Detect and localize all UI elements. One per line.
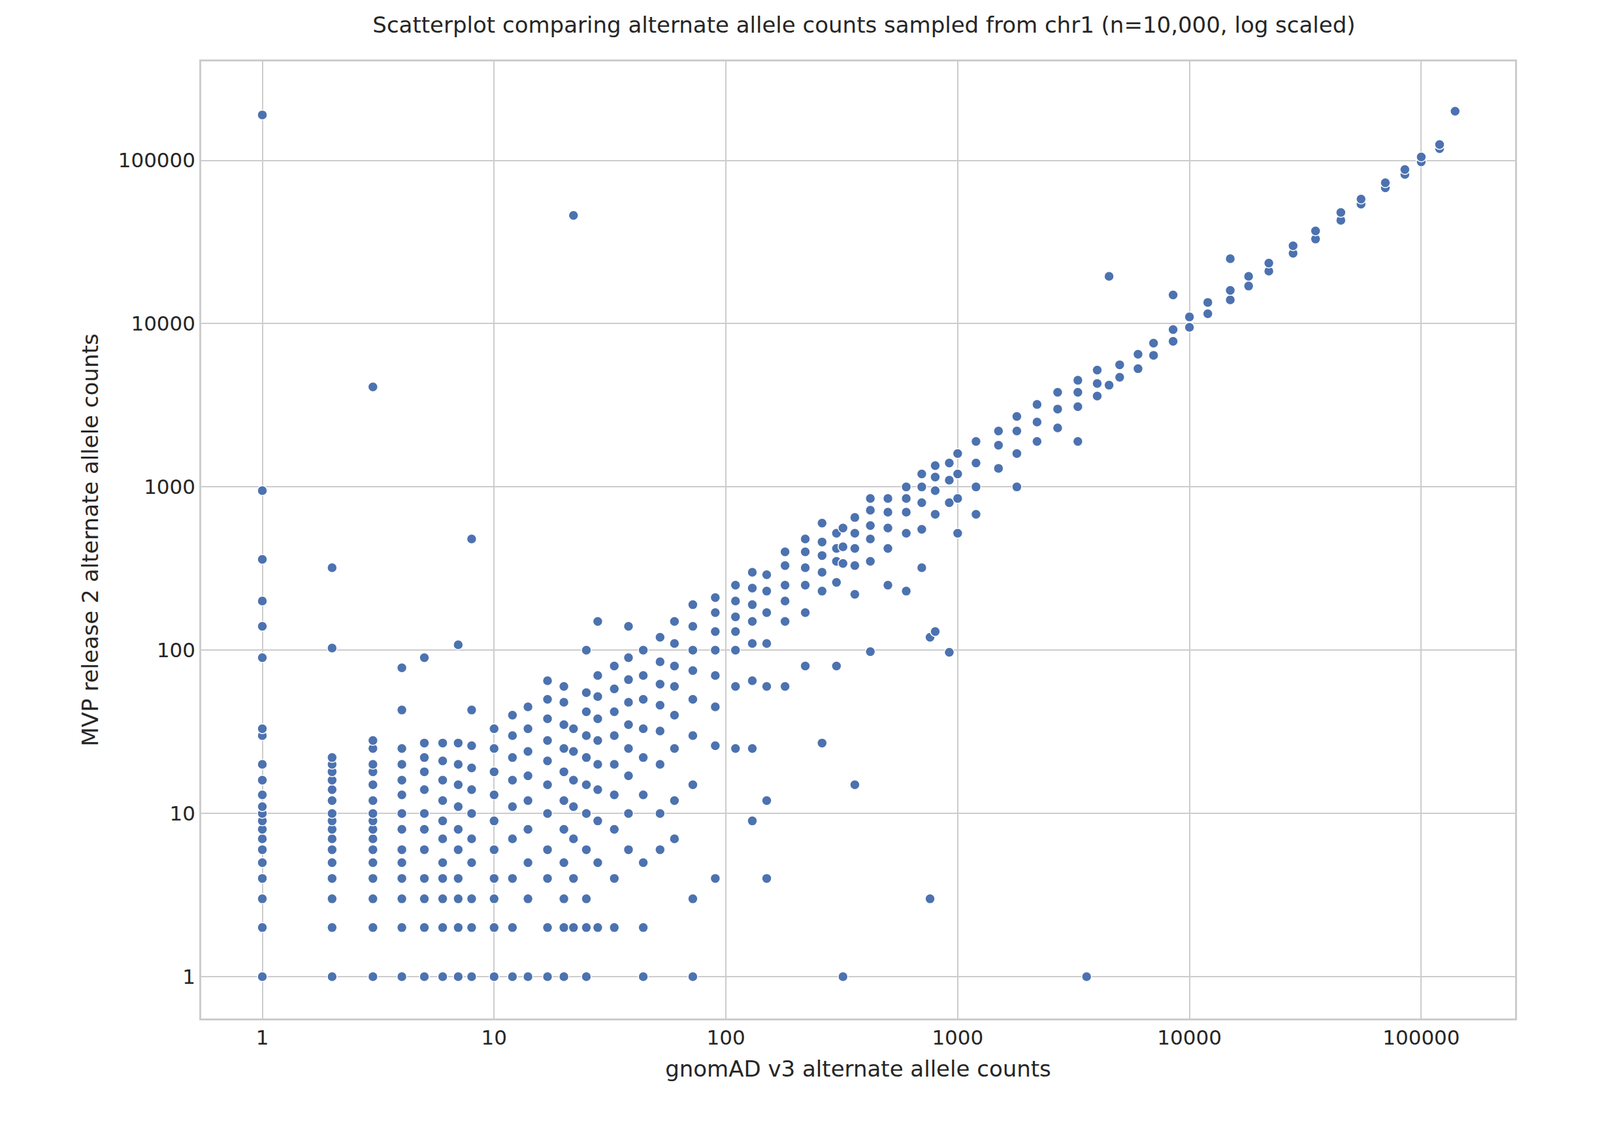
- svg-text:1: 1: [256, 1025, 270, 1050]
- svg-text:100000: 100000: [118, 148, 196, 172]
- svg-text:10: 10: [481, 1025, 507, 1050]
- svg-text:Scatterplot comparing alternat: Scatterplot comparing alternate allele c…: [372, 11, 1356, 38]
- svg-text:10000: 10000: [1157, 1025, 1222, 1050]
- svg-text:100000: 100000: [1382, 1025, 1460, 1050]
- svg-text:100: 100: [706, 1025, 745, 1050]
- svg-text:1: 1: [182, 964, 196, 989]
- svg-text:10: 10: [169, 801, 196, 826]
- svg-text:1000: 1000: [931, 1025, 984, 1050]
- svg-text:gnomAD v3 alternate allele cou: gnomAD v3 alternate allele counts: [665, 1055, 1052, 1082]
- svg-text:1000: 1000: [143, 474, 196, 499]
- svg-text:10000: 10000: [130, 311, 196, 336]
- svg-text:100: 100: [156, 638, 196, 662]
- svg-text:MVP release 2 alternate allele: MVP release 2 alternate allele counts: [77, 333, 104, 747]
